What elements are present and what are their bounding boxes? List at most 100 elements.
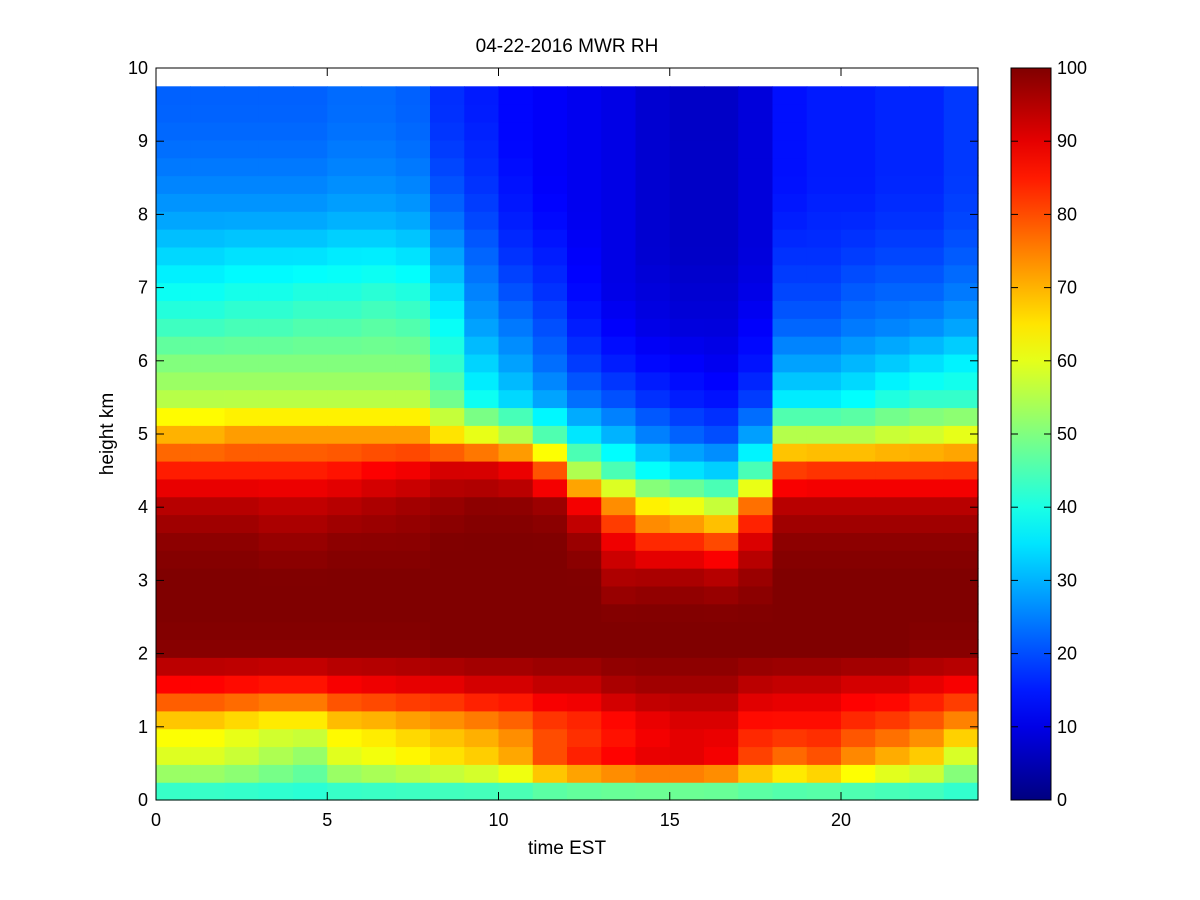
heatmap-cell — [430, 104, 465, 123]
heatmap-cell — [635, 86, 671, 105]
heatmap-cell — [909, 550, 945, 569]
heatmap-cell — [464, 514, 500, 533]
heatmap-cell — [806, 407, 842, 426]
heatmap-cell — [909, 104, 945, 123]
heatmap-cell — [635, 175, 671, 194]
heatmap-cell — [190, 532, 226, 551]
heatmap-cell — [156, 389, 191, 409]
heatmap-cell — [772, 764, 808, 783]
heatmap-cell — [772, 782, 808, 801]
heatmap-cell — [704, 443, 739, 462]
heatmap-cell — [669, 782, 705, 801]
heatmap-cell — [190, 246, 226, 266]
heatmap-cell — [190, 336, 226, 355]
heatmap-cell — [567, 157, 602, 177]
heatmap-cell — [395, 603, 431, 623]
heatmap-cell — [224, 282, 260, 302]
heatmap-cell — [772, 657, 808, 676]
heatmap-cell — [567, 532, 602, 551]
heatmap-cell — [224, 246, 260, 266]
heatmap-cell — [464, 460, 500, 480]
heatmap-cell — [327, 639, 363, 658]
heatmap-cell — [156, 764, 191, 783]
heatmap-cell — [601, 603, 637, 623]
heatmap-cell — [395, 496, 431, 516]
heatmap-cell — [327, 550, 363, 569]
heatmap-cell — [601, 514, 637, 533]
heatmap-cell — [532, 389, 568, 409]
heatmap-cell — [361, 621, 397, 641]
heatmap-cell — [601, 407, 637, 426]
heatmap-cell — [190, 211, 226, 230]
heatmap-cell — [875, 300, 911, 319]
heatmap-cell — [293, 175, 328, 194]
heatmap-cell — [224, 621, 260, 641]
heatmap-cell — [943, 710, 979, 730]
heatmap-cell — [738, 300, 774, 319]
heatmap-cell — [567, 371, 602, 391]
heatmap-cell — [293, 550, 328, 569]
heatmap-cell — [327, 710, 363, 730]
heatmap-cell — [601, 657, 637, 676]
heatmap-cell — [532, 353, 568, 373]
heatmap-cell — [738, 353, 774, 373]
heatmap-cell — [395, 264, 431, 284]
heatmap-cell — [875, 603, 911, 623]
heatmap-cell — [567, 318, 602, 337]
heatmap-cell — [190, 139, 226, 159]
heatmap-cell — [224, 211, 260, 230]
heatmap-cell — [704, 264, 739, 284]
heatmap-cell — [361, 300, 397, 319]
heatmap-cell — [943, 746, 979, 765]
heatmap-cell — [567, 764, 602, 783]
heatmap-cell — [395, 675, 431, 694]
heatmap-cell — [498, 568, 534, 587]
heatmap-cell — [943, 550, 979, 569]
heatmap-cell — [806, 514, 842, 533]
heatmap-cell — [293, 478, 328, 498]
heatmap-cell — [464, 585, 500, 605]
heatmap-cell — [395, 550, 431, 569]
heatmap-cell — [258, 639, 294, 658]
heatmap-cell — [704, 121, 739, 141]
heatmap-cell — [293, 229, 328, 248]
heatmap-cell — [635, 211, 671, 230]
heatmap-cell — [361, 746, 397, 765]
heatmap-cell — [532, 621, 568, 641]
heatmap-cell — [669, 514, 705, 533]
heatmap-cell — [772, 692, 808, 712]
heatmap-cell — [293, 139, 328, 159]
heatmap-cell — [430, 407, 465, 426]
heatmap-cell — [875, 407, 911, 426]
heatmap-cell — [361, 496, 397, 516]
heatmap-cell — [669, 675, 705, 694]
heatmap-cell — [875, 639, 911, 658]
heatmap-cell — [190, 193, 226, 212]
heatmap-cell — [875, 443, 911, 462]
heatmap-cell — [772, 675, 808, 694]
heatmap-cell — [532, 264, 568, 284]
heatmap-cell — [258, 675, 294, 694]
heatmap-cell — [635, 407, 671, 426]
heatmap-cell — [772, 728, 808, 748]
heatmap-cell — [669, 603, 705, 623]
heatmap-cell — [635, 746, 671, 765]
y-tick-label: 7 — [138, 278, 148, 298]
heatmap-cell — [361, 86, 397, 105]
heatmap-cell — [293, 246, 328, 266]
heatmap-cell — [156, 139, 191, 159]
heatmap-cell — [327, 157, 363, 177]
heatmap-cell — [669, 104, 705, 123]
heatmap-cell — [567, 460, 602, 480]
heatmap-cell — [464, 532, 500, 551]
heatmap-cell — [224, 371, 260, 391]
heatmap-cell — [738, 568, 774, 587]
y-tick-label: 6 — [138, 351, 148, 371]
heatmap-cell — [464, 621, 500, 641]
heatmap-cell — [704, 728, 739, 748]
heatmap-cell — [361, 692, 397, 712]
heatmap-cell — [772, 603, 808, 623]
heatmap-cell — [156, 193, 191, 212]
heatmap-cell — [258, 621, 294, 641]
heatmap-cell — [772, 514, 808, 533]
